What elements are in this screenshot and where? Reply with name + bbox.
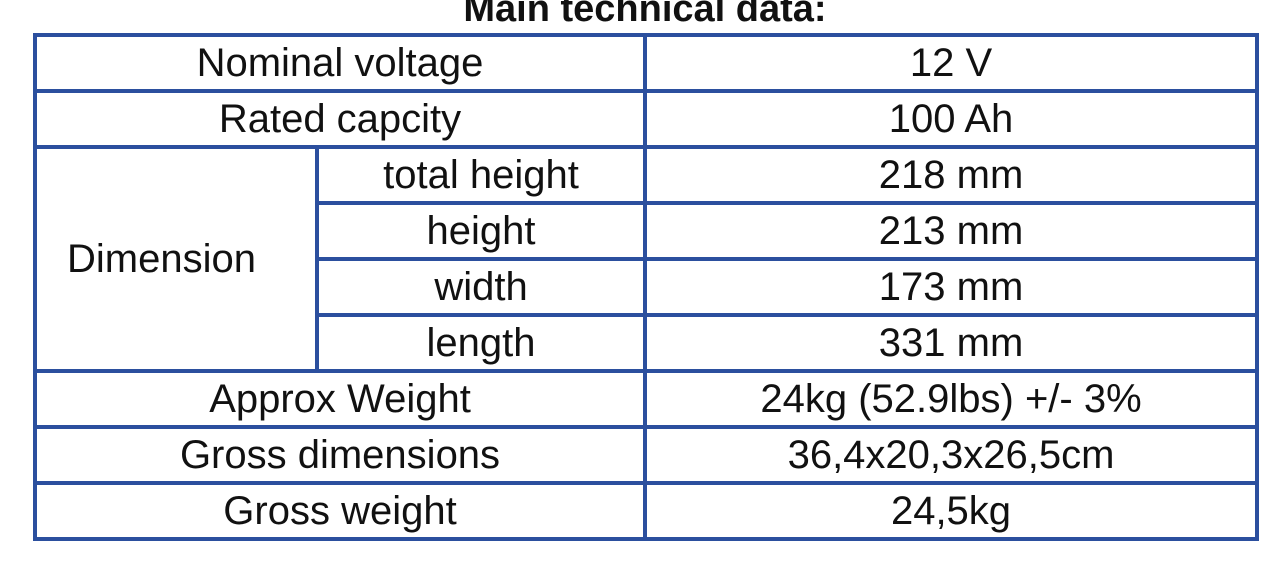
row: Dimension total height 218 mm	[33, 145, 1260, 373]
label: Gross dimensions	[32, 425, 648, 485]
sub-label: height	[314, 201, 648, 261]
label: Gross weight	[32, 481, 648, 541]
row: Approx Weight 24kg (52.9lbs) +/- 3%	[32, 369, 1260, 429]
label: Rated capcity	[32, 89, 648, 149]
value: 12 V	[643, 33, 1260, 93]
group-label: Dimension	[33, 145, 319, 373]
value: 24kg (52.9lbs) +/- 3%	[643, 369, 1260, 429]
row: Nominal voltage 12 V	[32, 33, 1260, 93]
row: Gross weight 24,5kg	[32, 481, 1260, 541]
row: Rated capcity 100 Ah	[32, 89, 1260, 149]
sub-label: total height	[314, 145, 648, 205]
row: length 331 mm	[35, 313, 1260, 373]
sub-label: length	[314, 313, 648, 373]
sub-label: width	[314, 257, 648, 317]
value: 173 mm	[643, 257, 1260, 317]
label: Approx Weight	[32, 369, 648, 429]
row: height 213 mm	[35, 201, 1260, 261]
value: 331 mm	[643, 313, 1260, 373]
row: width 173 mm	[35, 257, 1260, 317]
label: Nominal voltage	[32, 33, 648, 93]
value: 100 Ah	[643, 89, 1260, 149]
spec-table: Nominal voltage 12 V Rated capcity 100 A…	[32, 33, 1260, 541]
value: 24,5kg	[643, 481, 1260, 541]
title: Main technical data:	[463, 0, 827, 30]
value: 218 mm	[643, 145, 1260, 205]
value: 36,4x20,3x26,5cm	[643, 425, 1260, 485]
row: Gross dimensions 36,4x20,3x26,5cm	[32, 425, 1260, 485]
value: 213 mm	[643, 201, 1260, 261]
